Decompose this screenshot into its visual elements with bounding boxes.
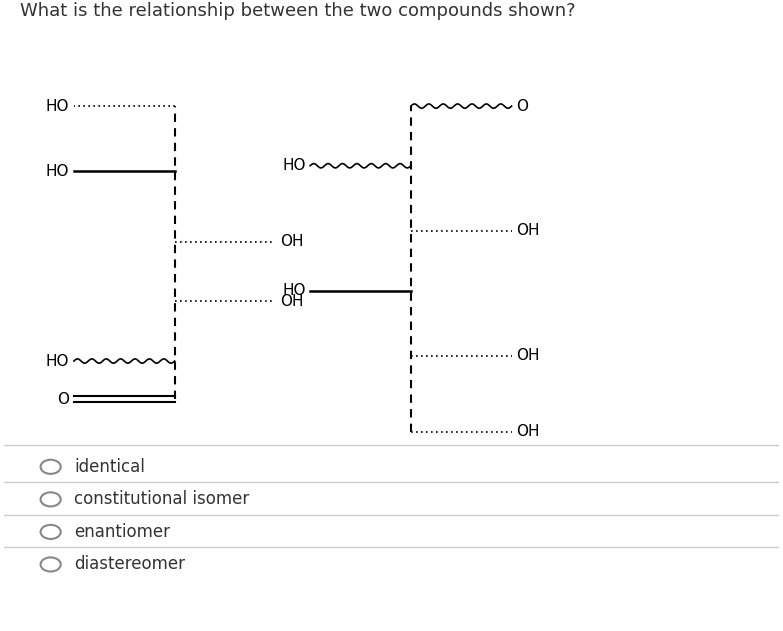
Text: constitutional isomer: constitutional isomer xyxy=(74,490,249,509)
Text: O: O xyxy=(516,98,529,114)
Text: OH: OH xyxy=(516,348,539,363)
Text: HO: HO xyxy=(45,353,69,369)
Text: What is the relationship between the two compounds shown?: What is the relationship between the two… xyxy=(20,2,576,20)
Text: HO: HO xyxy=(282,158,305,174)
Text: identical: identical xyxy=(74,458,145,476)
Text: OH: OH xyxy=(280,234,304,249)
Text: enantiomer: enantiomer xyxy=(74,523,170,541)
Text: OH: OH xyxy=(516,424,539,439)
Text: HO: HO xyxy=(282,283,305,298)
Text: HO: HO xyxy=(45,98,69,114)
Text: OH: OH xyxy=(280,294,304,309)
Text: HO: HO xyxy=(45,163,69,179)
Text: OH: OH xyxy=(516,223,539,239)
Text: diastereomer: diastereomer xyxy=(74,555,185,574)
Text: O: O xyxy=(57,391,69,406)
